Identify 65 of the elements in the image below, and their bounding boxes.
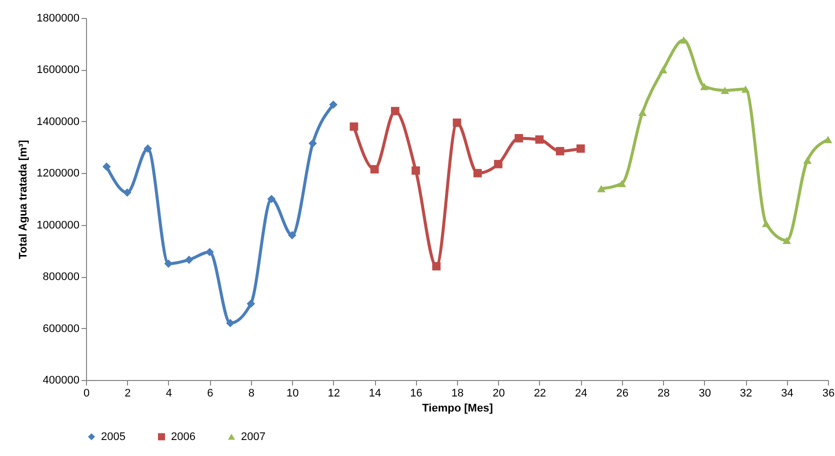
x-tick-label: 20: [492, 388, 505, 400]
y-tick-label: 800000: [42, 271, 80, 284]
y-tick-label: 1200000: [36, 168, 80, 180]
point: [494, 160, 502, 168]
point: [618, 180, 626, 188]
x-tick-label: 24: [575, 388, 588, 400]
point: [102, 162, 111, 171]
y-axis-title: Total Agua tratada [m³]: [18, 140, 30, 260]
point: [700, 82, 709, 90]
y-tick-label: 1600000: [36, 64, 80, 76]
point: [308, 139, 317, 148]
point: [123, 188, 132, 197]
point: [741, 85, 750, 93]
x-tick-label: 12: [328, 388, 340, 400]
legend-label: 2005: [101, 430, 126, 443]
point: [720, 86, 730, 94]
x-tick-label: 2: [124, 388, 131, 400]
point: [288, 231, 296, 240]
y-tick-label: 1800000: [36, 12, 80, 24]
point: [556, 146, 564, 156]
point: [412, 166, 420, 175]
x-tick-label: 30: [698, 388, 711, 400]
x-tick-label: 8: [248, 388, 254, 400]
x-tick-label: 32: [740, 388, 752, 400]
point: [246, 300, 256, 308]
x-tick-label: 22: [534, 388, 546, 400]
point: [390, 106, 400, 116]
point: [184, 256, 194, 264]
point: [576, 144, 585, 153]
point: [803, 156, 812, 164]
point: [350, 122, 358, 131]
point: [638, 108, 647, 116]
x-tick-label: 34: [781, 388, 794, 400]
x-tick-label: 4: [166, 388, 172, 400]
point: [329, 100, 338, 109]
x-tick-label: 18: [451, 388, 464, 400]
point: [144, 144, 152, 153]
x-tick-label: 28: [657, 388, 670, 400]
y-tick-label: 1400000: [36, 116, 80, 128]
point: [226, 318, 234, 328]
legend-label: 2006: [171, 430, 196, 443]
point: [473, 168, 482, 178]
point: [782, 236, 791, 244]
y-tick-label: 400000: [42, 374, 80, 386]
point: [824, 136, 832, 144]
point: [535, 135, 544, 144]
x-tick-label: 0: [83, 388, 90, 400]
point: [597, 185, 606, 192]
x-tick-label: 14: [368, 388, 382, 400]
y-tick-label: 1000000: [36, 219, 80, 232]
point: [452, 118, 462, 127]
x-tick-label: 6: [207, 388, 214, 400]
x-tick-label: 26: [616, 388, 629, 400]
x-tick-label: 16: [410, 388, 422, 400]
point: [514, 134, 524, 142]
legend-label: 2007: [241, 430, 266, 443]
point: [370, 165, 379, 174]
x-tick-label: 10: [286, 388, 299, 400]
point: [658, 66, 668, 74]
x-tick-label: 36: [822, 388, 835, 400]
point: [432, 262, 441, 270]
y-tick-label: 600000: [42, 322, 80, 335]
x-axis-title: Tiempo [Mes]: [422, 402, 494, 414]
point: [762, 220, 770, 228]
point: [267, 194, 276, 204]
